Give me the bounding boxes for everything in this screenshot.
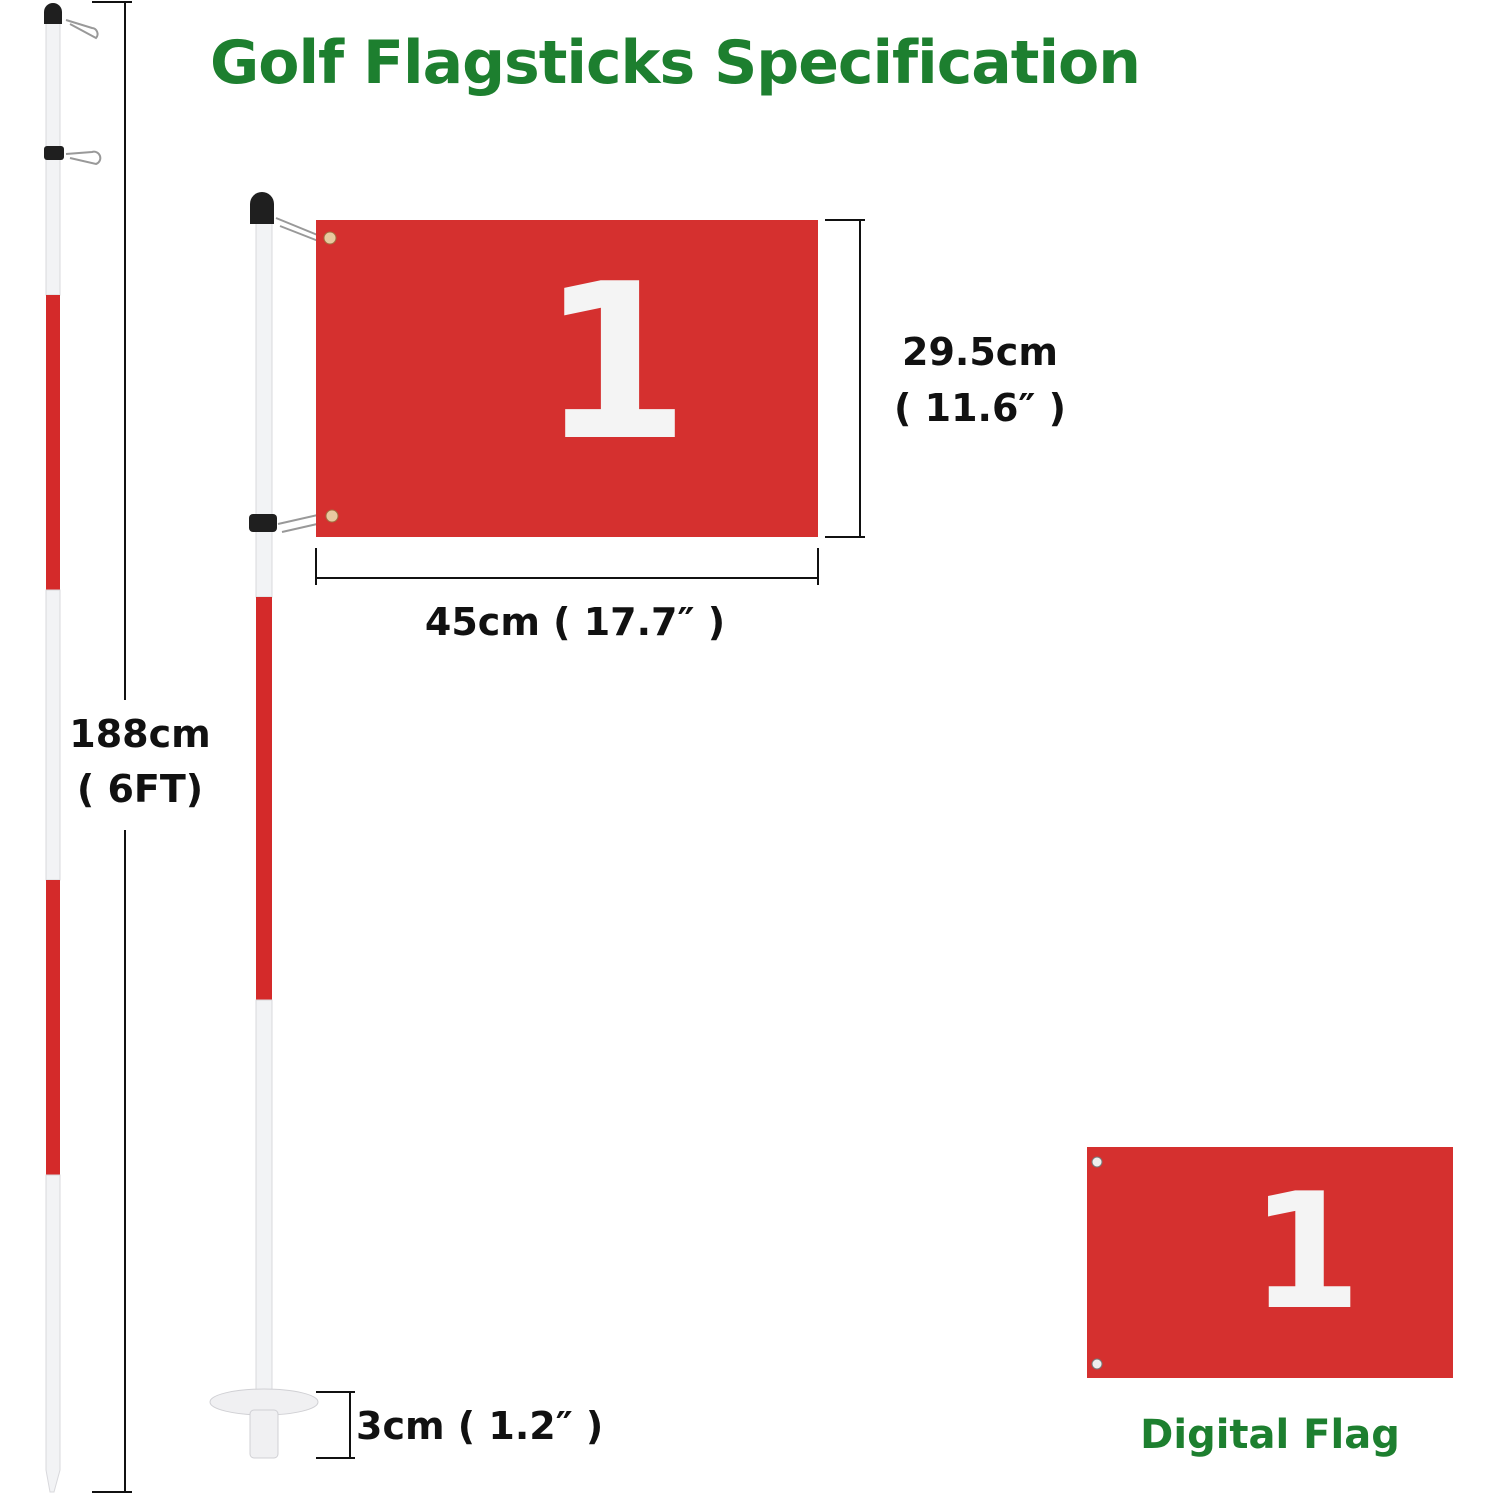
grommet-icon (325, 509, 339, 523)
grommet-icon (1091, 1156, 1103, 1168)
carabiner-icon (65, 150, 102, 166)
pole-white-top (255, 221, 273, 598)
pole-height-cm: 188cm (69, 712, 211, 756)
flag-dimensions (315, 219, 865, 585)
digital-flag-body (1087, 1147, 1453, 1378)
pole-cap-icon (44, 3, 62, 24)
digital-flag (1087, 1147, 1453, 1378)
clip-icon (249, 514, 277, 532)
flag-body (316, 220, 818, 537)
flag-number: 1 (540, 237, 690, 488)
cup-stem (249, 1409, 279, 1459)
pole-white-bottom (255, 999, 273, 1396)
pole-height-ft: ( 6FT) (76, 767, 204, 811)
clip-icon (44, 146, 64, 160)
flagstick-with-flag (209, 192, 328, 1459)
pole-height-dimension (92, 1, 132, 1493)
digital-flag-number: 1 (1250, 1158, 1362, 1345)
flag (316, 220, 818, 537)
cup-dimension (316, 1391, 355, 1459)
pole-cap-icon (250, 192, 274, 224)
full-flagstick (44, 3, 102, 1493)
flag-height-cm: 29.5cm (902, 330, 1058, 374)
page-title: Golf Flagsticks Specification (210, 28, 1141, 98)
grommet-icon (323, 231, 337, 245)
carabiner-icon (65, 19, 99, 40)
pole-white-bottom (45, 1174, 61, 1493)
pole-red-section (256, 597, 272, 1000)
flag-height-in: ( 11.6″ ) (894, 386, 1066, 430)
pole-red-upper (46, 295, 60, 590)
pole-white-mid (45, 589, 61, 881)
cup-depth: 3cm ( 1.2″ ) (356, 1404, 604, 1448)
digital-flag-label: Digital Flag (1140, 1412, 1400, 1458)
pole-red-lower (46, 880, 60, 1175)
grommet-icon (1091, 1358, 1103, 1370)
flag-width: 45cm ( 17.7″ ) (424, 600, 726, 644)
